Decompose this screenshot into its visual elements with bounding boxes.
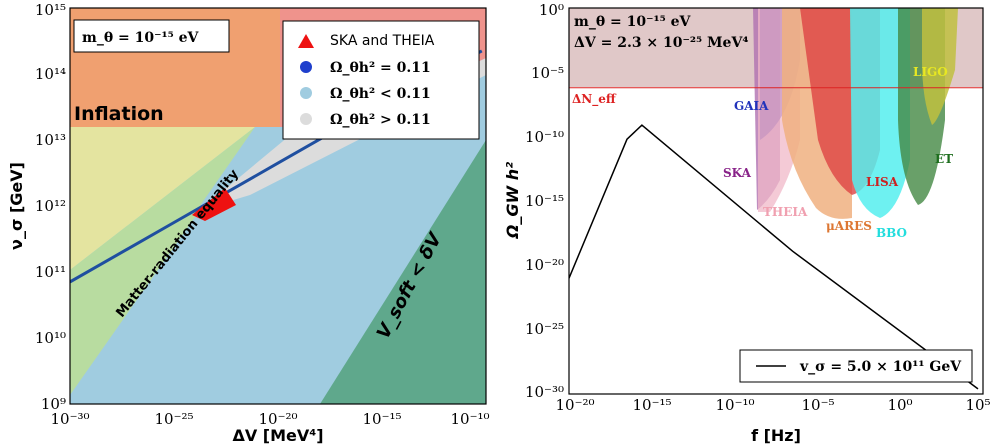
right-y-tick: 10⁻³⁰: [525, 383, 564, 401]
right-x-tick: 10⁵: [965, 396, 990, 414]
inflation-label: Inflation: [74, 103, 164, 125]
right-y-tick: 10⁻⁵: [531, 64, 564, 82]
left-y-ticks: 10⁹ 10¹⁰ 10¹¹ 10¹² 10¹³ 10¹⁴ 10¹⁵: [35, 1, 66, 413]
right-x-tick: 10⁻¹⁰: [715, 396, 754, 414]
detector-label-theia: THEIA: [763, 205, 808, 219]
right-info-line1: m_θ = 10⁻¹⁵ eV: [574, 14, 692, 30]
right-regions: [569, 8, 983, 390]
gw-spectrum-line: [569, 124, 979, 390]
left-x-tick: 10⁻¹⁰: [450, 410, 489, 428]
region-green-light-2: [70, 210, 200, 395]
detector-bbo: [850, 8, 910, 218]
right-x-ticks: 10⁻²⁰ 10⁻¹⁵ 10⁻¹⁰ 10⁻⁵ 10⁰ 10⁵: [555, 396, 990, 414]
left-x-tick: 10⁻¹⁵: [362, 410, 401, 428]
left-x-ticks: 10⁻³⁰ 10⁻²⁵ 10⁻²⁰ 10⁻¹⁵ 10⁻¹⁰: [50, 410, 489, 428]
left-y-tick: 10¹⁰: [35, 329, 66, 347]
legend-label: Ω_θh² > 0.11: [330, 112, 431, 128]
left-legend: [282, 20, 480, 140]
legend-label: Ω_θh² = 0.11: [330, 60, 431, 76]
left-y-tick: 10⁹: [41, 395, 66, 413]
right-y-tick: 10⁻¹⁰: [525, 128, 564, 146]
right-x-tick: 10⁻²⁰: [555, 396, 594, 414]
left-y-tick: 10¹²: [35, 197, 66, 215]
legend-label: SKA and THEIA: [330, 33, 435, 49]
ska-theia-region: [192, 188, 236, 221]
left-y-tick: 10¹¹: [35, 263, 66, 281]
detector-label-gaia: GAIA: [734, 99, 769, 113]
detector-label-bbo: BBO: [876, 226, 907, 240]
right-panel: GAIA SKA THEIA μARES LISA BBO LIGO ET ΔN…: [503, 1, 991, 444]
legend-marker-triangle: [298, 34, 314, 48]
detector-ligo: [922, 8, 958, 125]
right-info-line2: ΔV = 2.3 × 10⁻²⁵ MeV⁴: [574, 35, 748, 51]
detector-label-mu-ares: μARES: [826, 219, 872, 233]
left-y-tick: 10¹⁴: [35, 65, 66, 83]
detector-label-ligo: LIGO: [913, 65, 948, 79]
left-x-axis-label: ΔV [MeV⁴]: [232, 426, 323, 444]
legend-marker-circle: [300, 87, 312, 99]
legend-marker-circle: [300, 113, 312, 125]
detector-label-et: ET: [935, 152, 953, 166]
left-axes-frame: [69, 7, 487, 405]
left-y-tick: 10¹⁵: [35, 1, 66, 19]
left-info-box: [73, 19, 230, 53]
right-x-tick: 10⁻¹⁵: [632, 396, 671, 414]
left-x-tick: 10⁻³⁰: [50, 410, 89, 428]
right-axes-frame: [568, 7, 984, 395]
left-info-text: m_θ = 10⁻¹⁵ eV: [82, 30, 200, 46]
detector-label-ska: SKA: [723, 166, 752, 180]
region-vsoft: [320, 140, 486, 404]
left-y-axis-label: ν_σ [GeV]: [7, 162, 26, 250]
right-y-tick: 10⁰: [539, 1, 564, 19]
right-x-axis-label: f [Hz]: [751, 426, 801, 444]
left-x-tick: 10⁻²⁵: [154, 410, 193, 428]
right-x-tick: 10⁰: [887, 396, 912, 414]
right-y-tick: 10⁻¹⁵: [525, 192, 564, 210]
neff-label: ΔN_eff: [572, 92, 617, 107]
right-y-tick: 10⁻²⁰: [525, 256, 564, 274]
right-legend-label: v_σ = 5.0 × 10¹¹ GeV: [799, 359, 962, 375]
right-y-tick: 10⁻²⁵: [525, 320, 564, 338]
legend-label: Ω_θh² < 0.11: [330, 86, 431, 102]
right-x-tick: 10⁻⁵: [801, 396, 834, 414]
right-y-axis-label: Ω_GW h²: [503, 162, 522, 239]
legend-marker-circle: [300, 61, 312, 73]
left-panel: 10⁻³⁰ 10⁻²⁵ 10⁻²⁰ 10⁻¹⁵ 10⁻¹⁰ 10⁹ 10¹⁰ 1…: [7, 1, 490, 444]
left-y-tick: 10¹³: [35, 131, 66, 149]
right-y-ticks: 10⁰ 10⁻⁵ 10⁻¹⁰ 10⁻¹⁵ 10⁻²⁰ 10⁻²⁵ 10⁻³⁰: [525, 1, 564, 401]
detector-label-lisa: LISA: [866, 175, 899, 189]
left-x-tick: 10⁻²⁰: [258, 410, 297, 428]
